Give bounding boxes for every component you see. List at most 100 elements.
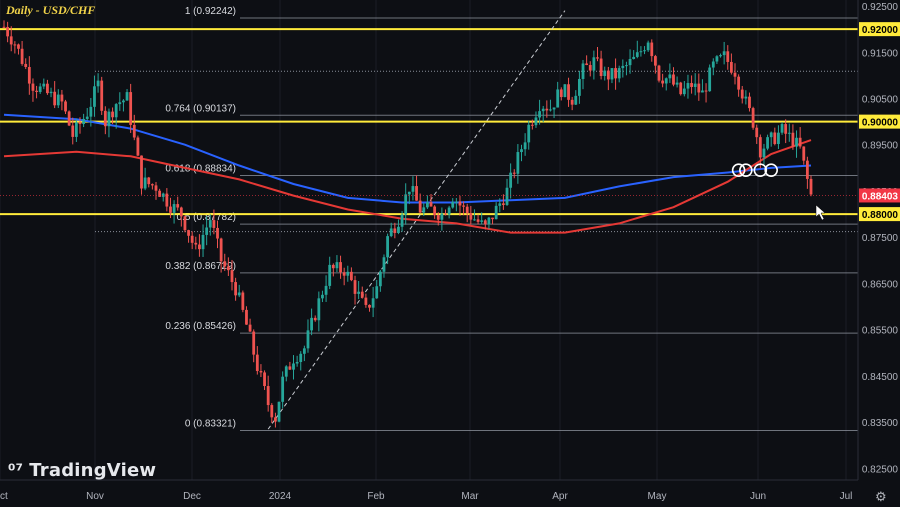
fib-level-label: 0.382 (0.86729) xyxy=(165,261,236,272)
trend-line xyxy=(267,10,566,430)
candle-body xyxy=(708,67,712,92)
candle-body xyxy=(161,193,165,197)
price-tick-label: 0.85500 xyxy=(862,326,899,337)
candle-body xyxy=(422,207,426,213)
candle-body xyxy=(9,36,13,45)
candle-body xyxy=(762,148,766,158)
candle-body xyxy=(226,266,230,271)
candle-body xyxy=(469,213,473,220)
candle-body xyxy=(255,354,259,372)
candle-body xyxy=(241,292,245,310)
level-price-label: 0.90000 xyxy=(862,118,899,129)
candle-body xyxy=(6,26,10,37)
candle-body xyxy=(378,271,382,287)
candle-body xyxy=(219,238,223,262)
candle-body xyxy=(617,68,621,79)
candle-body xyxy=(274,417,277,422)
settings-gear-icon[interactable]: ⚙ xyxy=(875,489,887,504)
candle-body xyxy=(35,90,38,92)
candle-body xyxy=(541,108,545,112)
candle-body xyxy=(114,104,118,118)
candle-body xyxy=(744,96,748,99)
candle-body xyxy=(726,51,730,62)
candle-body xyxy=(650,42,654,57)
candle-body xyxy=(606,70,610,80)
marker-circle xyxy=(753,163,768,177)
candle-body xyxy=(628,58,632,66)
candle-body xyxy=(270,405,274,418)
candle-body xyxy=(100,80,104,111)
candle-body xyxy=(20,48,24,64)
candle-body xyxy=(433,206,437,216)
candle-body xyxy=(389,228,393,237)
fib-level-label: 0 (0.83321) xyxy=(185,418,236,429)
candle-body xyxy=(520,149,523,153)
candle-body xyxy=(13,44,17,46)
candle-body xyxy=(476,219,480,222)
candle-body xyxy=(302,348,306,354)
candle-body xyxy=(310,317,314,331)
candle-body xyxy=(491,217,494,220)
candle-body xyxy=(509,172,513,188)
marker-circle xyxy=(764,163,778,177)
time-axis-label: Nov xyxy=(86,491,104,502)
candle-body xyxy=(368,304,371,308)
candle-body xyxy=(436,215,440,220)
candle-body xyxy=(635,52,639,57)
candle-body xyxy=(411,186,415,192)
candle-body xyxy=(610,68,614,80)
candle-body xyxy=(125,92,129,101)
candle-body xyxy=(24,63,28,67)
candle-body xyxy=(625,65,628,67)
candle-body xyxy=(237,292,241,296)
current-price-tag xyxy=(859,188,900,203)
candle-body xyxy=(777,132,780,145)
candle-body xyxy=(682,88,686,95)
candle-body xyxy=(299,353,303,362)
candle-body xyxy=(306,330,310,349)
candle-body xyxy=(501,203,505,205)
candle-body xyxy=(382,257,386,272)
tv-logo-icon: ⁰⁷ xyxy=(8,461,24,481)
candle-body xyxy=(429,202,433,207)
candle-body xyxy=(440,213,444,220)
price-tick-label: 0.90500 xyxy=(862,94,899,105)
candle-body xyxy=(592,57,596,71)
candle-body xyxy=(758,137,762,158)
candle-body xyxy=(715,56,719,62)
candle-body xyxy=(176,204,180,208)
candle-body xyxy=(697,83,701,93)
candle-body xyxy=(397,226,400,233)
brand-name: TradingView xyxy=(29,460,157,481)
candle-body xyxy=(96,80,100,87)
candle-body xyxy=(288,366,292,370)
candle-body xyxy=(704,90,708,92)
candle-body xyxy=(588,64,592,71)
candle-body xyxy=(158,190,162,197)
candle-body xyxy=(324,285,328,295)
candle-body xyxy=(89,106,93,117)
candle-body xyxy=(82,118,86,124)
candle-body xyxy=(42,83,46,87)
price-tick-label: 0.86500 xyxy=(862,279,899,290)
candle-body xyxy=(393,228,397,233)
marker-circle xyxy=(731,163,746,177)
candle-body xyxy=(404,194,408,215)
candle-body xyxy=(234,282,238,296)
candle-body xyxy=(56,94,60,106)
candle-body xyxy=(64,101,67,112)
candle-body xyxy=(31,83,35,91)
candle-body xyxy=(632,56,636,59)
candle-body xyxy=(375,286,379,299)
candle-body xyxy=(2,26,6,28)
candle-body xyxy=(111,111,114,118)
candle-body xyxy=(49,91,53,94)
price-tick-label: 0.82500 xyxy=(862,464,899,475)
candle-body xyxy=(400,214,404,227)
candle-body xyxy=(360,291,364,298)
candle-body xyxy=(534,117,538,126)
candle-body xyxy=(516,152,520,174)
